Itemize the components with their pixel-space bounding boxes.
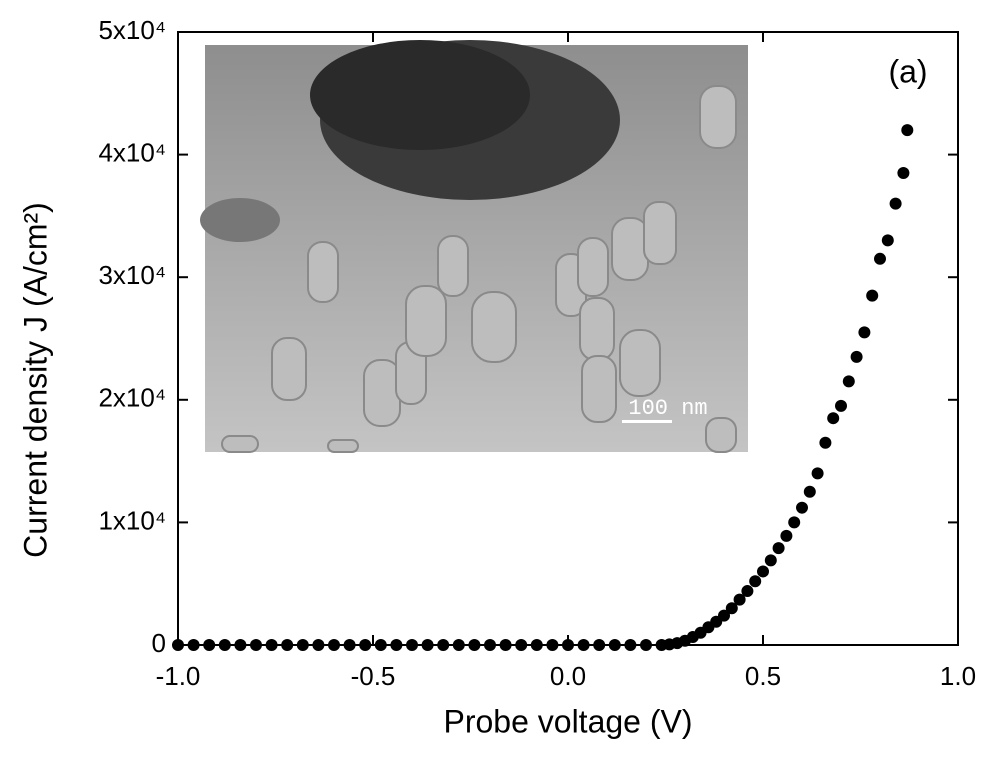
data-point xyxy=(897,166,910,179)
data-point xyxy=(234,639,247,651)
y-tick-label: 3x10⁴ xyxy=(98,260,166,290)
panel-label: (a) xyxy=(888,53,927,89)
inset-scale-label: 100 nm xyxy=(628,396,707,421)
data-point xyxy=(437,639,450,651)
data-point xyxy=(874,252,886,265)
data-point xyxy=(296,639,309,651)
data-point xyxy=(889,197,902,210)
data-point xyxy=(796,501,808,514)
data-point xyxy=(901,124,914,137)
data-point xyxy=(842,375,855,388)
data-point xyxy=(718,609,730,622)
y-tick-label: 4x10⁴ xyxy=(98,137,166,167)
data-point xyxy=(281,639,294,651)
data-point xyxy=(819,436,832,449)
data-point xyxy=(328,639,340,651)
data-point xyxy=(866,289,879,302)
data-point xyxy=(218,639,231,651)
data-point xyxy=(577,639,590,651)
data-point xyxy=(452,639,465,651)
data-point xyxy=(546,639,559,651)
data-point xyxy=(312,639,325,651)
data-point xyxy=(421,639,434,651)
data-point xyxy=(624,639,637,651)
x-tick-label: 1.0 xyxy=(940,661,976,691)
data-point xyxy=(788,516,801,529)
y-tick-label: 0 xyxy=(152,628,166,658)
data-point xyxy=(835,399,847,412)
data-point xyxy=(187,639,200,651)
data-point xyxy=(640,639,652,651)
inset-image xyxy=(200,40,748,453)
data-point xyxy=(850,350,863,363)
data-point xyxy=(858,326,871,339)
x-tick-label: 0.5 xyxy=(745,661,781,691)
data-point xyxy=(359,639,372,651)
data-point xyxy=(250,639,262,651)
x-axis-label: Probe voltage (V) xyxy=(443,703,692,739)
data-point xyxy=(811,467,824,480)
x-tick-label: -1.0 xyxy=(156,661,201,691)
data-point xyxy=(172,639,184,651)
data-point xyxy=(749,575,762,588)
data-point xyxy=(757,565,769,578)
data-point xyxy=(390,639,403,651)
data-point xyxy=(203,639,216,651)
data-point xyxy=(764,554,777,567)
data-point xyxy=(468,639,481,651)
data-point xyxy=(343,639,356,651)
y-tick-label: 1x10⁴ xyxy=(98,505,166,535)
data-point xyxy=(780,529,793,542)
data-point xyxy=(484,639,496,651)
data-point xyxy=(265,639,278,651)
data-point xyxy=(499,639,512,651)
data-point xyxy=(530,639,543,651)
data-point xyxy=(803,485,816,498)
data-point xyxy=(881,234,894,247)
data-point xyxy=(827,412,840,425)
data-point xyxy=(406,639,418,651)
data-point xyxy=(725,602,738,615)
x-tick-label: -0.5 xyxy=(351,661,396,691)
data-point xyxy=(608,639,621,651)
data-point xyxy=(562,639,574,651)
y-tick-label: 2x10⁴ xyxy=(98,383,166,413)
data-point xyxy=(772,542,785,555)
y-tick-label: 5x10⁴ xyxy=(98,15,166,45)
data-point xyxy=(374,639,387,651)
data-point xyxy=(515,639,528,651)
data-point xyxy=(593,639,606,651)
data-point xyxy=(741,585,754,598)
x-tick-label: 0.0 xyxy=(550,661,586,691)
data-point xyxy=(733,593,746,606)
y-axis-label: Current density J (A/cm²) xyxy=(17,202,53,558)
